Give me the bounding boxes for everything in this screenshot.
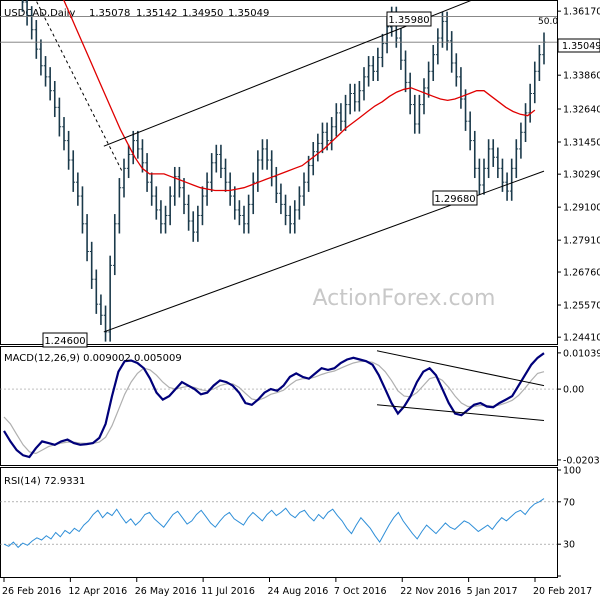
rsi-line xyxy=(3,498,545,549)
price-tick-label: 1.32640 xyxy=(563,105,600,116)
price-tick-label: 1.27910 xyxy=(563,236,600,247)
rsi-tick-label: 30 xyxy=(563,540,575,551)
macd-tick-label: 0.00 xyxy=(563,385,584,396)
x-tick-label: 24 Aug 2016 xyxy=(268,586,329,597)
moving-average-line xyxy=(63,0,536,192)
high-value: 1.35142 xyxy=(136,8,177,19)
rsi-tick-label: 70 xyxy=(563,497,575,508)
macd-title: MACD(12,26,9) 0.009002 0.005009 xyxy=(4,353,182,364)
swing-low-label-box xyxy=(432,190,478,206)
open-value: 1.35078 xyxy=(89,8,130,19)
symbol-label: USDCAD,Daily xyxy=(4,8,75,19)
macd-panel-frame xyxy=(0,346,558,466)
high-label-box xyxy=(386,11,432,27)
rsi-panel-frame xyxy=(0,467,558,578)
fib-label: 50.0 xyxy=(538,17,558,27)
x-tick-label: 26 Feb 2016 xyxy=(2,586,61,597)
high-annotation: 1.35980 xyxy=(386,11,432,27)
close-value: 1.35049 xyxy=(228,8,269,19)
dashed-trendline xyxy=(35,0,123,172)
x-tick-label: 22 Nov 2016 xyxy=(400,586,461,597)
x-tick-label: 5 Jan 2017 xyxy=(467,586,518,597)
macd-tick-label: -0.020329 xyxy=(563,455,600,466)
macd-lower-trendline xyxy=(376,404,545,421)
watermark: ActionForex.com xyxy=(313,286,496,311)
macd-upper-trendline xyxy=(376,350,545,387)
x-tick-label: 7 Oct 2016 xyxy=(334,586,387,597)
price-header: USDCAD,Daily 1.35078 1.35142 1.34950 1.3… xyxy=(4,8,269,19)
price-tick-label: 1.30290 xyxy=(563,170,600,181)
low-label: 1.24600 xyxy=(44,336,85,347)
macd-layer: 0.010399 0.00 -0.020329 xyxy=(0,348,600,466)
x-tick-label: 11 Jul 2016 xyxy=(201,586,255,597)
price-tick-label: 1.26760 xyxy=(563,268,600,279)
rsi-layer: 100 70 30 xyxy=(0,466,581,577)
price-bars xyxy=(21,0,546,342)
price-tick-label: 1.31450 xyxy=(563,138,600,149)
swing-low-annotation: 1.29680 xyxy=(432,190,478,206)
current-price-marker: 1.35049 xyxy=(557,38,600,53)
price-tick-label: 1.25570 xyxy=(563,301,600,312)
x-axis: 26 Feb 2016 12 Apr 2016 26 May 2016 11 Jul … xyxy=(2,578,592,597)
high-label: 1.35980 xyxy=(388,15,429,26)
rsi-title: RSI(14) 72.9331 xyxy=(4,476,85,487)
price-tick-label: 1.29100 xyxy=(563,203,600,214)
low-label-box xyxy=(42,332,88,348)
low-annotation: 1.24600 xyxy=(42,332,88,348)
swing-low-label: 1.29680 xyxy=(434,194,475,205)
channel-upper-trendline xyxy=(103,0,474,147)
x-tick-label: 20 Feb 2017 xyxy=(533,586,592,597)
current-price-label: 1.35049 xyxy=(562,41,600,52)
price-axis: 1.36170 1.33860 1.32640 1.31450 1.30290 1.291… xyxy=(557,7,600,344)
price-overlays xyxy=(0,0,557,333)
x-tick-label: 26 May 2016 xyxy=(135,586,197,597)
price-panel-frame xyxy=(0,0,558,345)
rsi-tick-label: 100 xyxy=(563,466,581,477)
price-tick-label: 1.24410 xyxy=(563,333,600,344)
x-tick-label: 12 Apr 2016 xyxy=(68,586,127,597)
low-value: 1.34950 xyxy=(182,8,223,19)
macd-tick-label: 0.010399 xyxy=(563,348,600,359)
price-tick-label: 1.36170 xyxy=(563,7,600,18)
price-tick-label: 1.33860 xyxy=(563,71,600,82)
current-price-box xyxy=(557,38,600,53)
